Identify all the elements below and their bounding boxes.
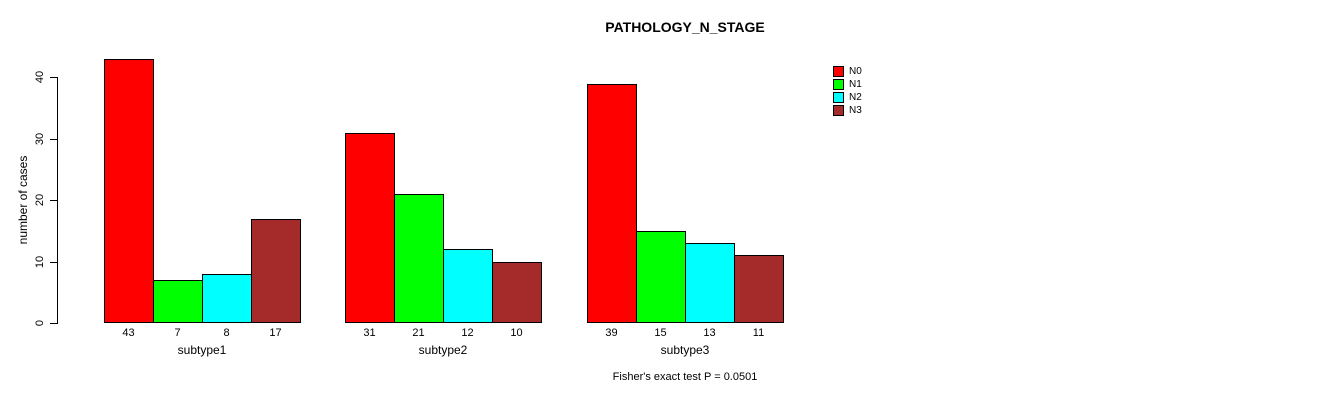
y-tick bbox=[50, 200, 57, 201]
bar-value-label: 10 bbox=[510, 327, 523, 339]
chart-title: PATHOLOGY_N_STAGE bbox=[605, 19, 765, 35]
bar-n2-subtype1 bbox=[202, 274, 252, 323]
y-axis-line bbox=[57, 77, 58, 324]
legend-swatch-n2 bbox=[833, 92, 844, 103]
bar-n1-subtype2 bbox=[394, 194, 444, 323]
bar-n3-subtype1 bbox=[251, 219, 301, 323]
legend-swatch-n0 bbox=[833, 66, 844, 77]
legend-item-n1: N1 bbox=[833, 79, 862, 90]
y-tick bbox=[50, 77, 57, 78]
legend-item-n3: N3 bbox=[833, 105, 862, 116]
bar-n1-subtype3 bbox=[636, 231, 686, 323]
legend-label: N2 bbox=[849, 92, 862, 103]
bar-n3-subtype2 bbox=[492, 262, 542, 323]
bar-n3-subtype3 bbox=[734, 255, 784, 323]
bar-value-label: 43 bbox=[122, 327, 135, 339]
y-tick-label: 10 bbox=[34, 255, 46, 269]
y-tick-label: 40 bbox=[34, 70, 46, 84]
bar-n0-subtype1 bbox=[104, 59, 154, 323]
bar-value-label: 8 bbox=[223, 327, 230, 339]
y-tick-label: 20 bbox=[34, 193, 46, 207]
bar-n0-subtype2 bbox=[345, 133, 395, 323]
bar-value-label: 11 bbox=[752, 327, 765, 339]
bar-value-label: 17 bbox=[269, 327, 282, 339]
category-label-subtype1: subtype1 bbox=[177, 343, 227, 357]
legend-item-n0: N0 bbox=[833, 66, 862, 77]
y-tick-label: 0 bbox=[34, 319, 46, 327]
legend-item-n2: N2 bbox=[833, 92, 862, 103]
bar-value-label: 13 bbox=[703, 327, 716, 339]
bar-n2-subtype2 bbox=[443, 249, 493, 323]
legend: N0 N1 N2 N3 bbox=[833, 66, 862, 118]
bar-value-label: 39 bbox=[605, 327, 618, 339]
bar-value-label: 31 bbox=[363, 327, 376, 339]
y-tick bbox=[50, 139, 57, 140]
y-tick bbox=[50, 323, 57, 324]
category-label-subtype2: subtype2 bbox=[418, 343, 468, 357]
legend-label: N0 bbox=[849, 66, 862, 77]
legend-label: N1 bbox=[849, 79, 862, 90]
bar-value-label: 12 bbox=[461, 327, 474, 339]
bar-n1-subtype1 bbox=[153, 280, 203, 323]
category-label-subtype3: subtype3 bbox=[660, 343, 710, 357]
y-axis-label: number of cases bbox=[16, 155, 30, 245]
bar-value-label: 21 bbox=[412, 327, 425, 339]
legend-label: N3 bbox=[849, 105, 862, 116]
legend-swatch-n1 bbox=[833, 79, 844, 90]
y-tick bbox=[50, 262, 57, 263]
legend-swatch-n3 bbox=[833, 105, 844, 116]
y-tick-label: 30 bbox=[34, 132, 46, 146]
bar-n2-subtype3 bbox=[685, 243, 735, 323]
bar-n0-subtype3 bbox=[587, 84, 637, 323]
annotation-fisher-test: Fisher's exact test P = 0.0501 bbox=[612, 371, 758, 383]
bar-value-label: 15 bbox=[654, 327, 667, 339]
bar-value-label: 7 bbox=[174, 327, 181, 339]
